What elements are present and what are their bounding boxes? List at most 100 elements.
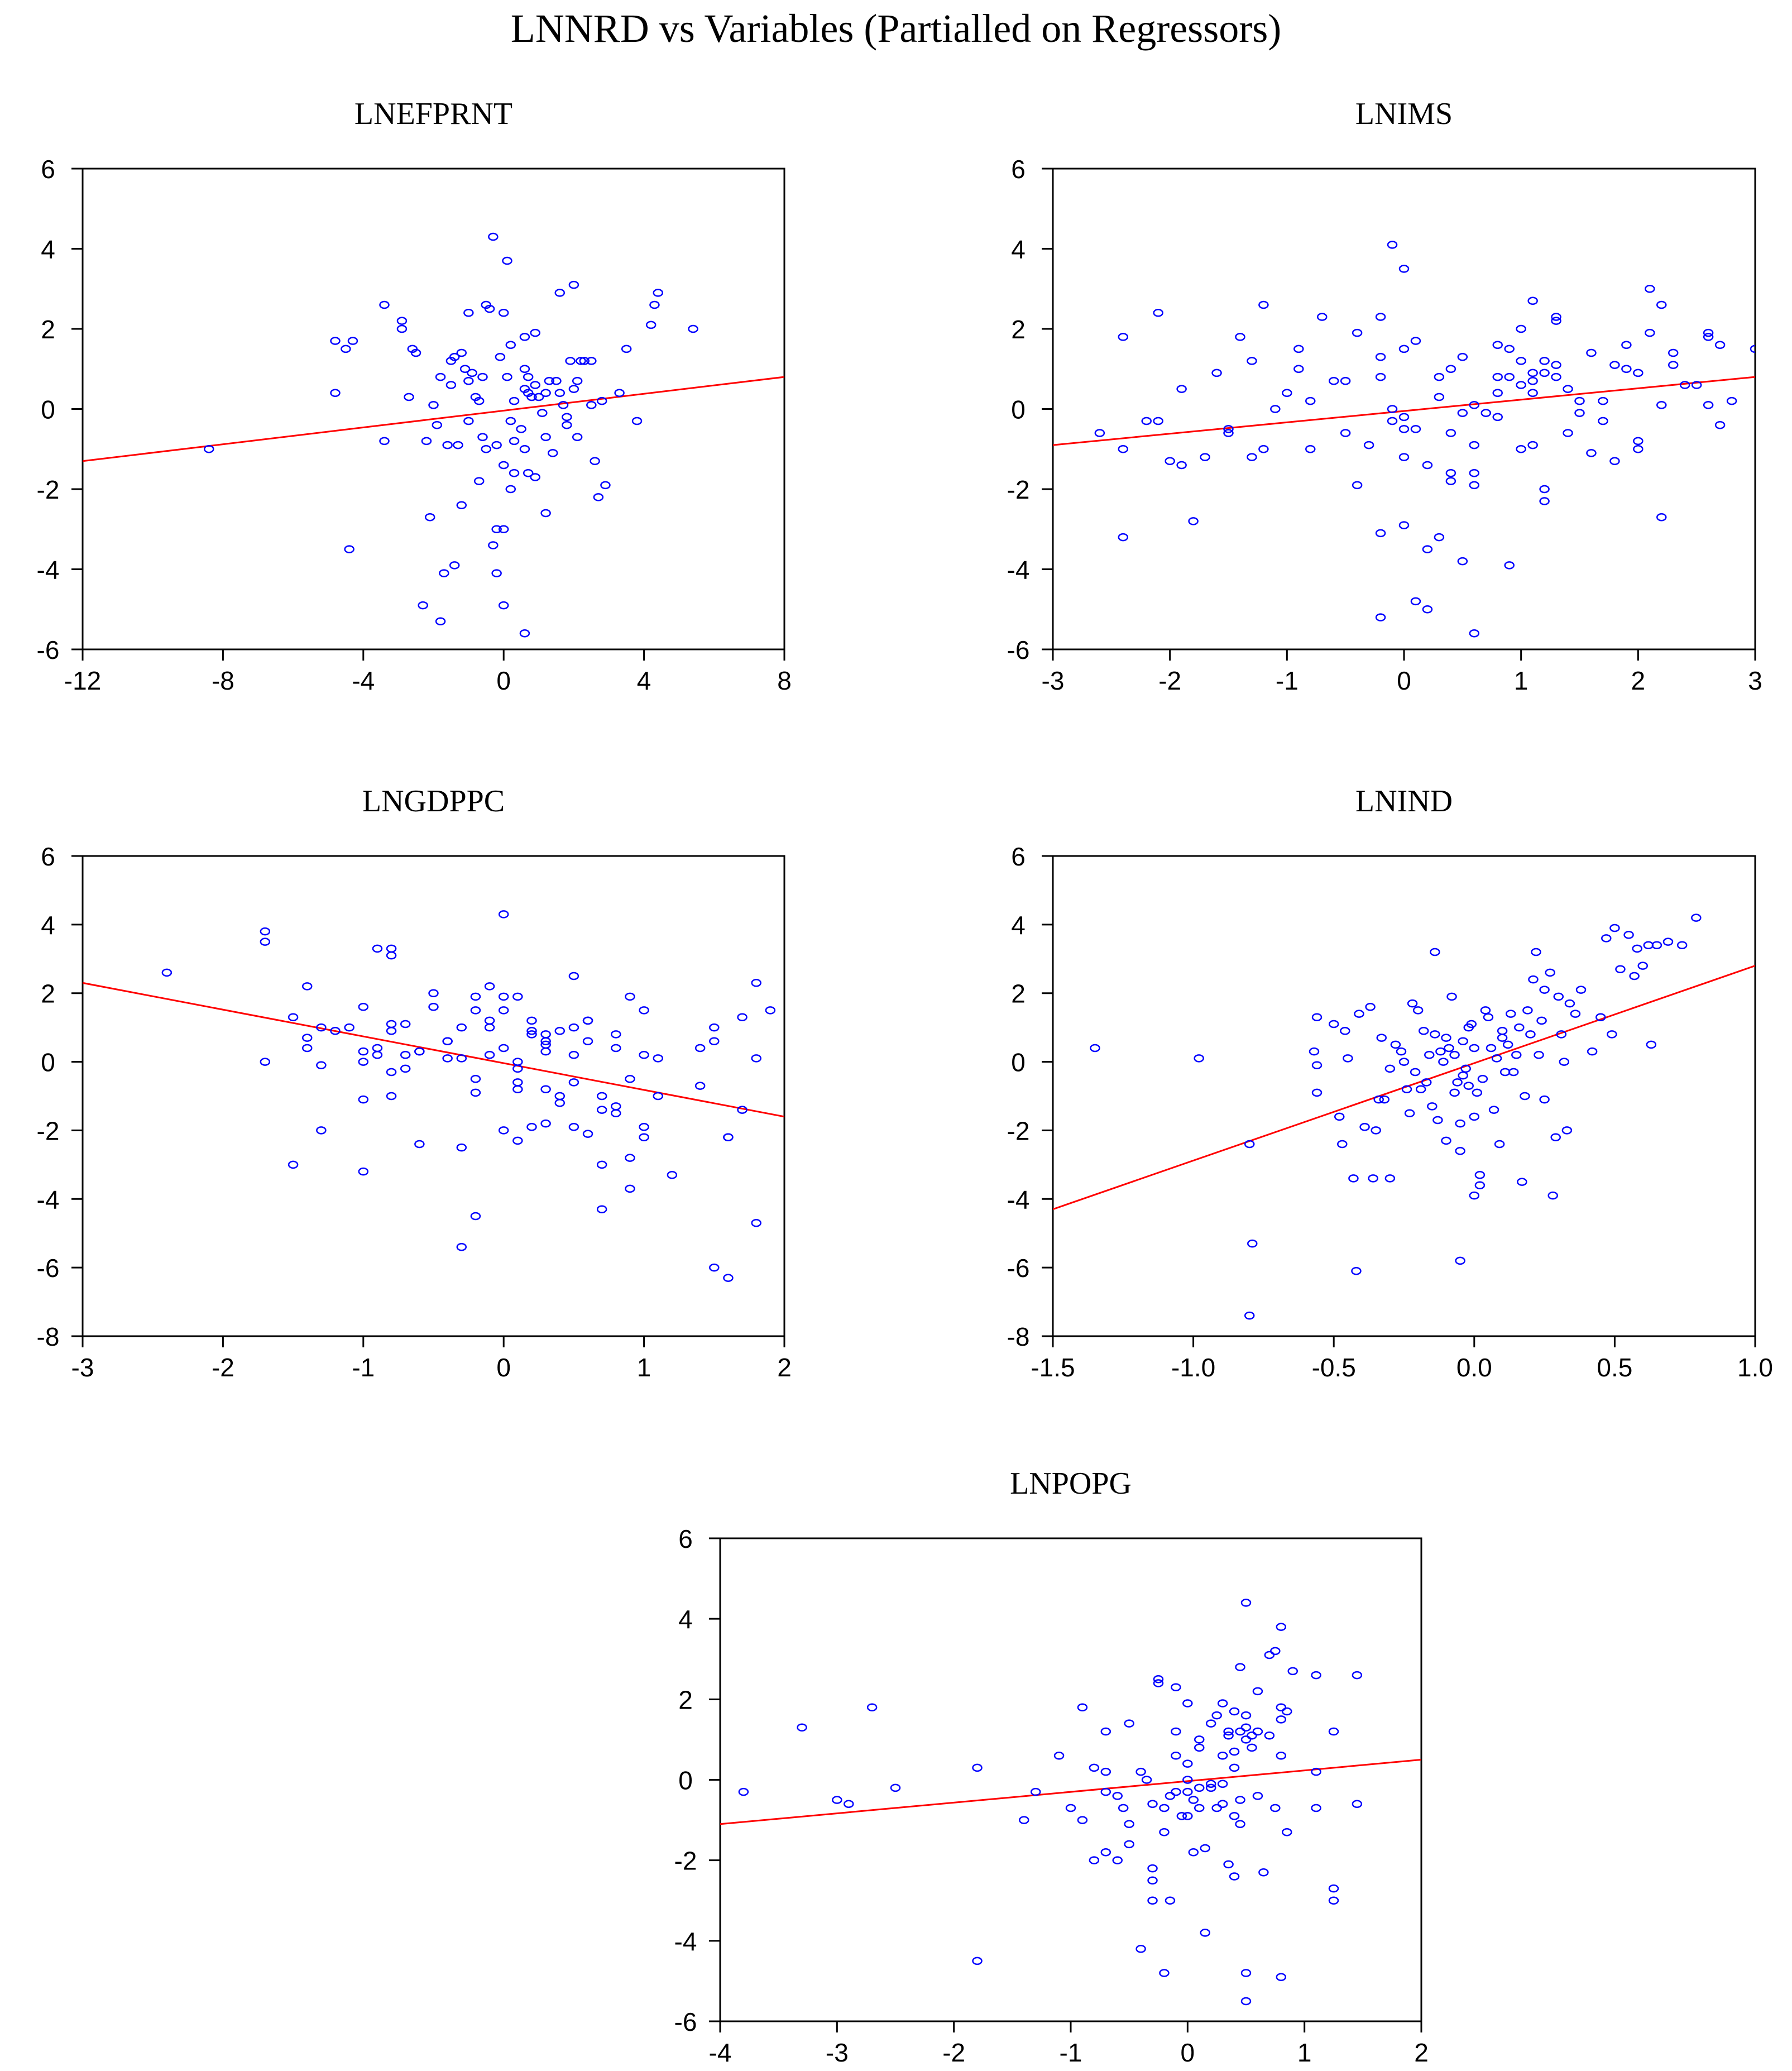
y-tick-label: 2: [1011, 979, 1026, 1008]
data-point: [1118, 445, 1129, 453]
data-point: [1053, 1752, 1065, 1760]
x-tick-label: 0: [496, 1353, 511, 1382]
data-point: [1527, 441, 1538, 449]
data-point: [1359, 1123, 1370, 1131]
data-point: [1147, 1800, 1158, 1808]
data-point: [1200, 1844, 1210, 1853]
data-point: [1480, 409, 1492, 417]
data-point: [844, 1800, 854, 1808]
data-point: [540, 509, 551, 518]
data-point: [1410, 337, 1421, 345]
data-point: [1539, 485, 1550, 494]
y-tick-label: 6: [41, 842, 55, 871]
data-point: [1112, 1856, 1123, 1864]
data-point: [751, 1054, 761, 1063]
data-point: [1536, 1016, 1547, 1025]
data-point: [568, 280, 579, 289]
data-point: [1229, 1872, 1240, 1881]
data-point: [621, 345, 632, 353]
data-point: [1401, 1085, 1412, 1093]
data-point: [1547, 1191, 1558, 1200]
data-point: [1229, 1707, 1240, 1716]
data-point: [1598, 396, 1608, 405]
data-point: [1703, 328, 1714, 337]
data-point: [1176, 385, 1187, 393]
data-point: [1410, 425, 1421, 433]
data-point: [1559, 1058, 1570, 1066]
data-point: [1527, 296, 1538, 305]
data-point: [512, 1136, 523, 1145]
data-point: [1194, 1804, 1205, 1812]
data-point: [568, 1078, 579, 1087]
data-point: [709, 1263, 720, 1272]
data-point: [379, 437, 390, 446]
data-point: [1574, 409, 1585, 417]
data-point: [1455, 1256, 1465, 1265]
data-point: [1194, 1735, 1205, 1744]
x-tick-label: -4: [709, 2038, 732, 2067]
data-point: [1153, 1679, 1164, 1687]
data-point: [1441, 1034, 1451, 1042]
data-point: [1516, 445, 1526, 453]
data-point: [463, 417, 474, 425]
data-point: [1457, 409, 1468, 417]
data-point: [481, 445, 492, 453]
data-point: [456, 1143, 467, 1152]
data-point: [301, 982, 313, 991]
data-point: [526, 1123, 537, 1131]
data-point: [442, 441, 453, 449]
data-point: [1270, 405, 1281, 413]
data-point: [442, 1054, 453, 1063]
data-point: [1100, 1727, 1111, 1736]
data-point: [1551, 361, 1561, 369]
data-point: [1118, 1804, 1129, 1812]
data-point: [1077, 1816, 1088, 1824]
data-point: [1412, 1006, 1424, 1015]
data-point: [1422, 605, 1433, 614]
data-point: [509, 437, 520, 446]
data-point: [1539, 986, 1550, 994]
data-point: [523, 469, 534, 477]
data-point: [1376, 1034, 1387, 1042]
data-point: [1293, 365, 1304, 373]
data-point: [1480, 1006, 1491, 1015]
data-point: [1293, 345, 1304, 353]
x-tick-label: -4: [352, 666, 375, 695]
data-point: [1379, 1095, 1390, 1104]
plot-content: [1053, 241, 1755, 638]
data-point: [1502, 1040, 1513, 1049]
panel-lngdppc: LNGDPPC -8 -6 -4 -2 0 2 4 6 -3 -2 -1 0 1 2: [37, 784, 792, 1382]
data-point: [463, 377, 474, 385]
data-point: [554, 289, 566, 297]
data-point: [653, 1054, 663, 1063]
data-point: [1387, 241, 1398, 249]
data-point: [1703, 401, 1714, 409]
data-point: [1477, 1075, 1488, 1083]
data-point: [1258, 445, 1269, 453]
data-point: [1398, 521, 1410, 529]
data-point: [1609, 457, 1620, 466]
data-point: [1182, 1699, 1193, 1708]
data-point: [1527, 369, 1538, 377]
data-point: [400, 1020, 411, 1029]
data-point: [1434, 372, 1445, 381]
x-tick-label: -3: [1042, 666, 1065, 695]
data-point: [737, 1013, 748, 1021]
data-point: [1252, 1727, 1263, 1736]
x-tick-label: 8: [777, 666, 792, 695]
data-point: [1171, 1727, 1181, 1736]
y-tick-label: -2: [1007, 475, 1030, 504]
data-point: [1182, 1787, 1193, 1796]
data-point: [625, 992, 635, 1001]
data-point: [505, 417, 516, 425]
data-point: [1343, 1054, 1353, 1063]
data-point: [1488, 1106, 1499, 1114]
data-point: [456, 501, 467, 509]
data-point: [386, 1068, 397, 1077]
data-point: [639, 1123, 649, 1131]
data-point: [1494, 1140, 1505, 1149]
data-point: [1595, 1013, 1606, 1021]
y-tick-label: -2: [37, 1116, 60, 1145]
y-tick-label: 0: [1011, 395, 1026, 424]
data-point: [288, 1160, 299, 1169]
